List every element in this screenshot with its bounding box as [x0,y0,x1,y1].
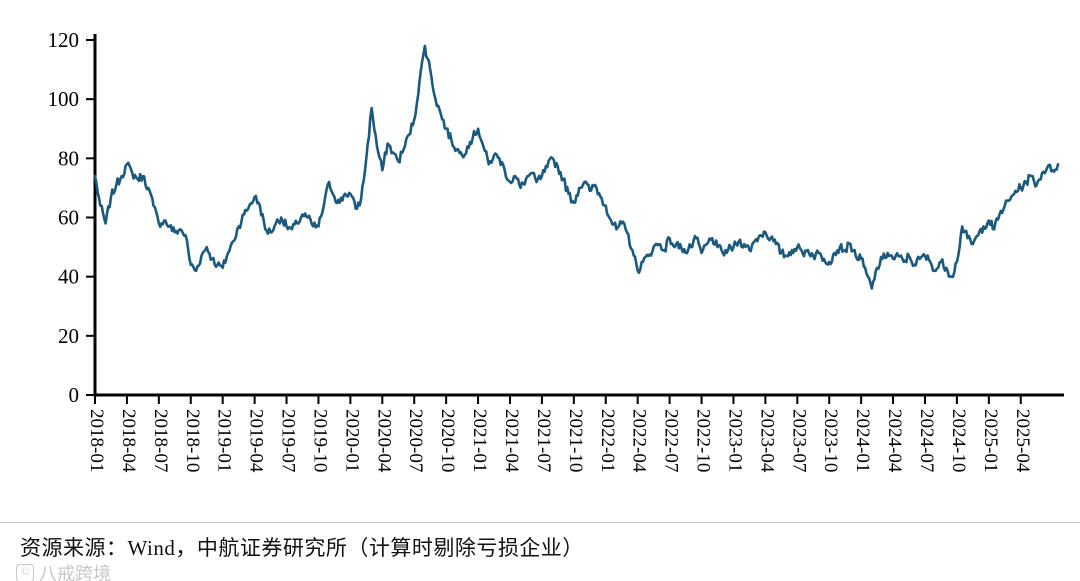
line-chart: 0 20 40 60 80 100 120 2018-01 2018-04 2018-07 2018… [48,28,1064,473]
y-tick-label: 40 [58,265,79,289]
x-tick-label: 2024-07 [916,409,937,472]
x-tick-label: 2018-07 [150,409,171,472]
footer-divider [0,522,1080,523]
x-tick-label: 2018-10 [182,409,203,472]
x-tick-label: 2019-10 [309,409,330,472]
x-tick-label: 2020-04 [373,409,394,473]
x-tick-label: 2021-07 [533,409,554,472]
x-tick-label: 2024-10 [948,409,969,472]
watermark-icon: © [16,564,34,581]
y-tick-label: 60 [58,206,79,230]
x-tick-label: 2025-01 [980,409,1001,472]
x-tick-label: 2023-10 [820,409,841,472]
x-tick-label: 2024-01 [852,409,873,472]
watermark-text: 八戒跨境 [39,564,111,581]
y-tick-label: 20 [58,324,79,348]
x-tick-label: 2020-01 [341,409,362,472]
x-tick-label: 2021-04 [501,409,522,473]
x-tick-label: 2022-04 [629,409,650,473]
x-tick-label: 2019-01 [214,409,235,472]
x-tick-label: 2018-04 [118,409,139,473]
y-tick-label: 0 [69,383,80,407]
y-tick-label: 80 [58,146,79,170]
x-tick-label: 2021-01 [469,409,490,472]
x-tick-label: 2020-07 [405,409,426,472]
watermark: © 八戒跨境 [16,560,111,581]
x-tick-label: 2022-10 [693,409,714,472]
x-tick-label: 2023-04 [756,409,777,473]
data-line [93,44,1060,290]
x-tick-label: 2022-01 [597,409,618,472]
x-tick-label: 2019-04 [246,409,267,473]
x-tick-label: 2018-01 [86,409,107,472]
x-tick-label: 2025-04 [1012,409,1033,473]
x-tick-label: 2020-10 [437,409,458,472]
x-tick-label: 2019-07 [278,409,299,472]
y-tick-label: 120 [48,28,80,52]
source-note: 资源来源：Wind，中航证券研究所（计算时剔除亏损企业） [20,536,584,560]
x-tick-label: 2023-07 [788,409,809,472]
x-tick-label: 2021-10 [565,409,586,472]
y-tick-label: 100 [48,87,80,111]
x-tick-label: 2023-01 [724,409,745,472]
x-tick-label: 2022-07 [661,409,682,472]
x-tick-label: 2024-04 [884,409,905,473]
